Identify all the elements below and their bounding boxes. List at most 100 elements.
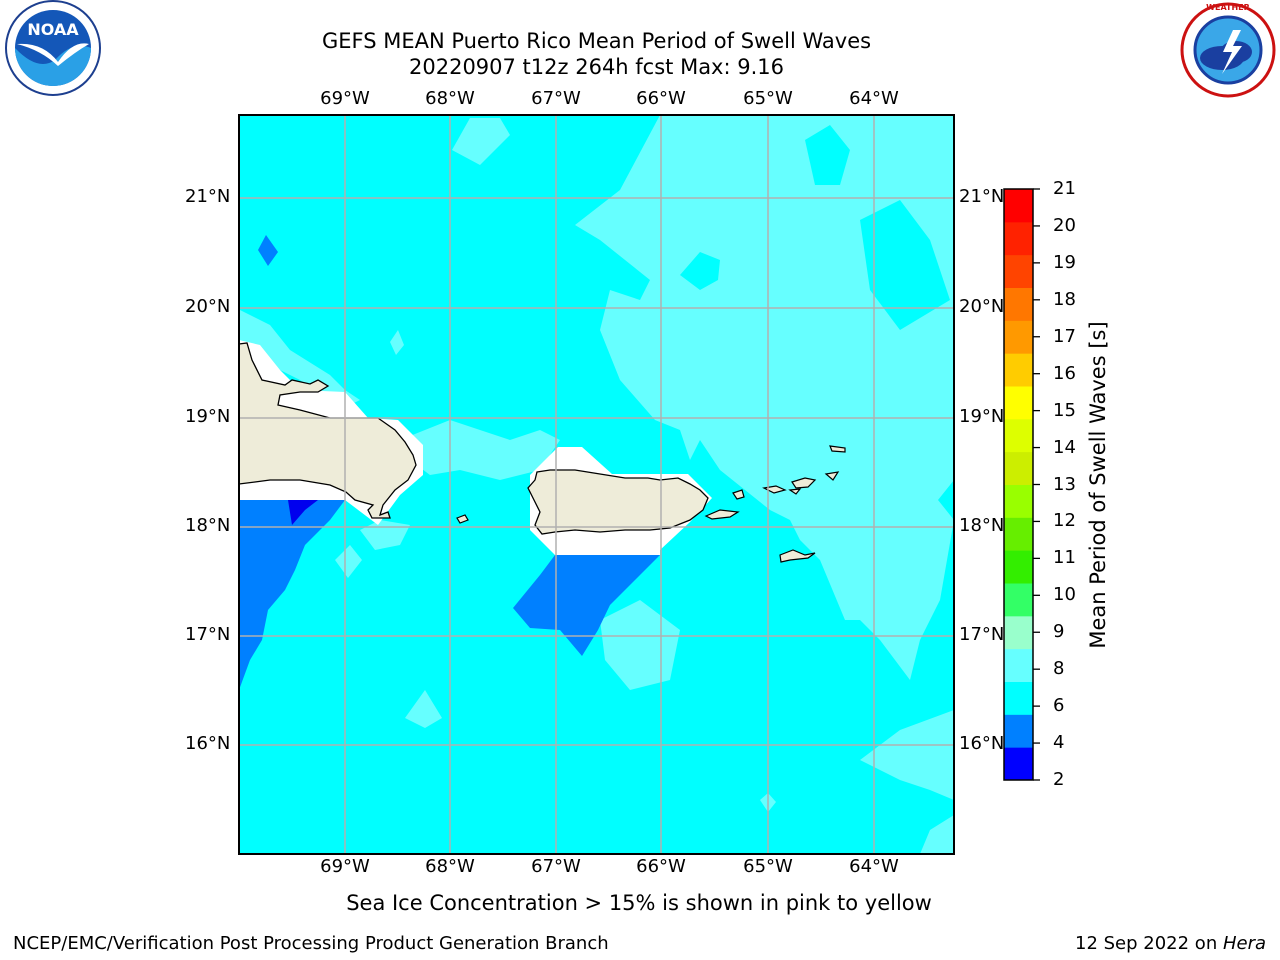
island xyxy=(704,509,740,520)
lat-label-right: 18°N xyxy=(959,515,1005,536)
swell-8-9s-region xyxy=(860,710,954,800)
island xyxy=(762,485,787,494)
lon-label-top: 66°W xyxy=(636,88,686,109)
map-frame xyxy=(238,114,955,855)
lon-label-top: 68°W xyxy=(425,88,475,109)
lon-label-top: 65°W xyxy=(743,88,793,109)
colorbar-tick-label: 6 xyxy=(1053,695,1065,717)
noaa-logo: NOAA xyxy=(5,0,101,96)
colorbar-tick-label: 8 xyxy=(1053,658,1065,680)
swell-8-9s-region xyxy=(575,115,954,680)
chart-title: GEFS MEAN Puerto Rico Mean Period of Swe… xyxy=(321,29,872,53)
colorbar-tick-label: 14 xyxy=(1053,436,1076,458)
swell-8-9s-region xyxy=(805,125,850,185)
lat-label-right: 20°N xyxy=(959,296,1005,317)
swell-8-9s-region xyxy=(400,420,560,480)
colorbar-tick-label: 15 xyxy=(1053,399,1076,421)
colorbar-tick-label: 18 xyxy=(1053,288,1076,310)
lat-label-left: 17°N xyxy=(185,624,231,645)
colorbar-band xyxy=(1004,320,1033,354)
lat-label-left: 21°N xyxy=(185,186,231,207)
swell-8-9s-region xyxy=(405,690,442,728)
colorbar-band xyxy=(1004,517,1033,551)
swell-4-6s-region xyxy=(513,555,660,656)
colorbar-band xyxy=(1004,287,1033,321)
colorbar-band xyxy=(1004,386,1033,420)
colorbar xyxy=(1004,189,1033,781)
colorbar-tick-label: 11 xyxy=(1053,547,1076,569)
colorbar-band xyxy=(1004,648,1033,682)
swell-8-9s-region xyxy=(390,330,404,355)
colorbar-tick-label: 9 xyxy=(1053,621,1065,643)
island xyxy=(788,488,802,495)
colorbar-tick-label: 13 xyxy=(1053,473,1076,495)
swell-8-9s-region xyxy=(920,815,954,854)
colorbar-tick-label: 2 xyxy=(1053,769,1065,790)
colorbar-band xyxy=(1004,615,1033,650)
swell-8-9s-region xyxy=(240,310,360,410)
footer-machine: Hera xyxy=(1222,933,1266,954)
hispaniola-land xyxy=(239,342,417,519)
lat-label-right: 21°N xyxy=(959,186,1005,207)
lon-label-bottom: 67°W xyxy=(531,856,581,877)
colorbar-band xyxy=(1004,221,1033,256)
colorbar-band xyxy=(1004,681,1033,715)
swell-8-9s-region xyxy=(600,600,680,690)
footer-date-text: 12 Sep 2022 on xyxy=(1075,933,1223,954)
lat-label-right: 17°N xyxy=(959,624,1005,645)
lat-label-left: 18°N xyxy=(185,515,231,536)
swell-8-9s-region xyxy=(680,252,720,290)
lon-label-bottom: 69°W xyxy=(320,856,370,877)
lon-label-bottom: 66°W xyxy=(636,856,686,877)
colorbar-tick-label: 20 xyxy=(1053,214,1076,236)
lon-label-bottom: 65°W xyxy=(743,856,793,877)
colorbar-tick-label: 10 xyxy=(1053,584,1076,606)
colorbar-tick-label: 16 xyxy=(1053,362,1076,384)
lon-label-top: 67°W xyxy=(531,88,581,109)
island xyxy=(829,445,846,453)
lat-label-right: 16°N xyxy=(959,733,1005,754)
lat-label-right: 19°N xyxy=(959,406,1005,427)
map-graticule xyxy=(239,115,954,854)
colorbar-band xyxy=(1004,418,1033,453)
colorbar-tick-label: 17 xyxy=(1053,325,1076,347)
swell-4-6s-region xyxy=(288,500,318,525)
colorbar-band xyxy=(1004,353,1033,387)
colorbar-band xyxy=(1004,550,1033,584)
colorbar-band xyxy=(1004,451,1033,485)
colorbar-tick-label: 4 xyxy=(1053,732,1065,754)
sea-ice-note: Sea Ice Concentration > 15% is shown in … xyxy=(346,891,932,915)
chart-subtitle: 20220907 t12z 264h fcst Max: 9.16 xyxy=(409,55,784,79)
nws-logo: WEATHER xyxy=(1180,2,1276,98)
lon-label-top: 64°W xyxy=(849,88,899,109)
island xyxy=(456,514,469,524)
lon-label-top: 69°W xyxy=(320,88,370,109)
colorbar-tick-label: 21 xyxy=(1053,178,1076,199)
swell-4-6s-region xyxy=(239,500,345,690)
colorbar-band xyxy=(1004,747,1033,781)
swell-8-9s-region xyxy=(452,118,510,165)
swell-4-6s-region xyxy=(258,235,278,266)
footer-credit: NCEP/EMC/Verification Post Processing Pr… xyxy=(13,933,609,954)
colorbar-tick-label: 19 xyxy=(1053,251,1076,273)
puerto-rico-land xyxy=(527,469,709,535)
swell-8-9s-region xyxy=(735,138,748,152)
colorbar-tick-label: 12 xyxy=(1053,510,1076,532)
island xyxy=(732,489,745,500)
svg-text:WEATHER: WEATHER xyxy=(1206,3,1250,12)
swell-8-9s-region xyxy=(335,545,362,578)
lon-label-bottom: 64°W xyxy=(849,856,899,877)
island xyxy=(779,549,816,563)
lat-label-left: 20°N xyxy=(185,296,231,317)
colorbar-band xyxy=(1004,484,1033,518)
island xyxy=(824,471,840,481)
colorbar-band xyxy=(1004,714,1033,748)
swell-8-9s-region xyxy=(860,200,950,330)
lat-label-left: 19°N xyxy=(185,406,231,427)
colorbar-band xyxy=(1004,189,1033,223)
footer-date: 12 Sep 2022 on Hera xyxy=(1075,933,1266,954)
colorbar-band xyxy=(1004,583,1033,617)
island xyxy=(791,477,817,489)
colorbar-label: Mean Period of Swell Waves [s] xyxy=(1086,321,1110,649)
